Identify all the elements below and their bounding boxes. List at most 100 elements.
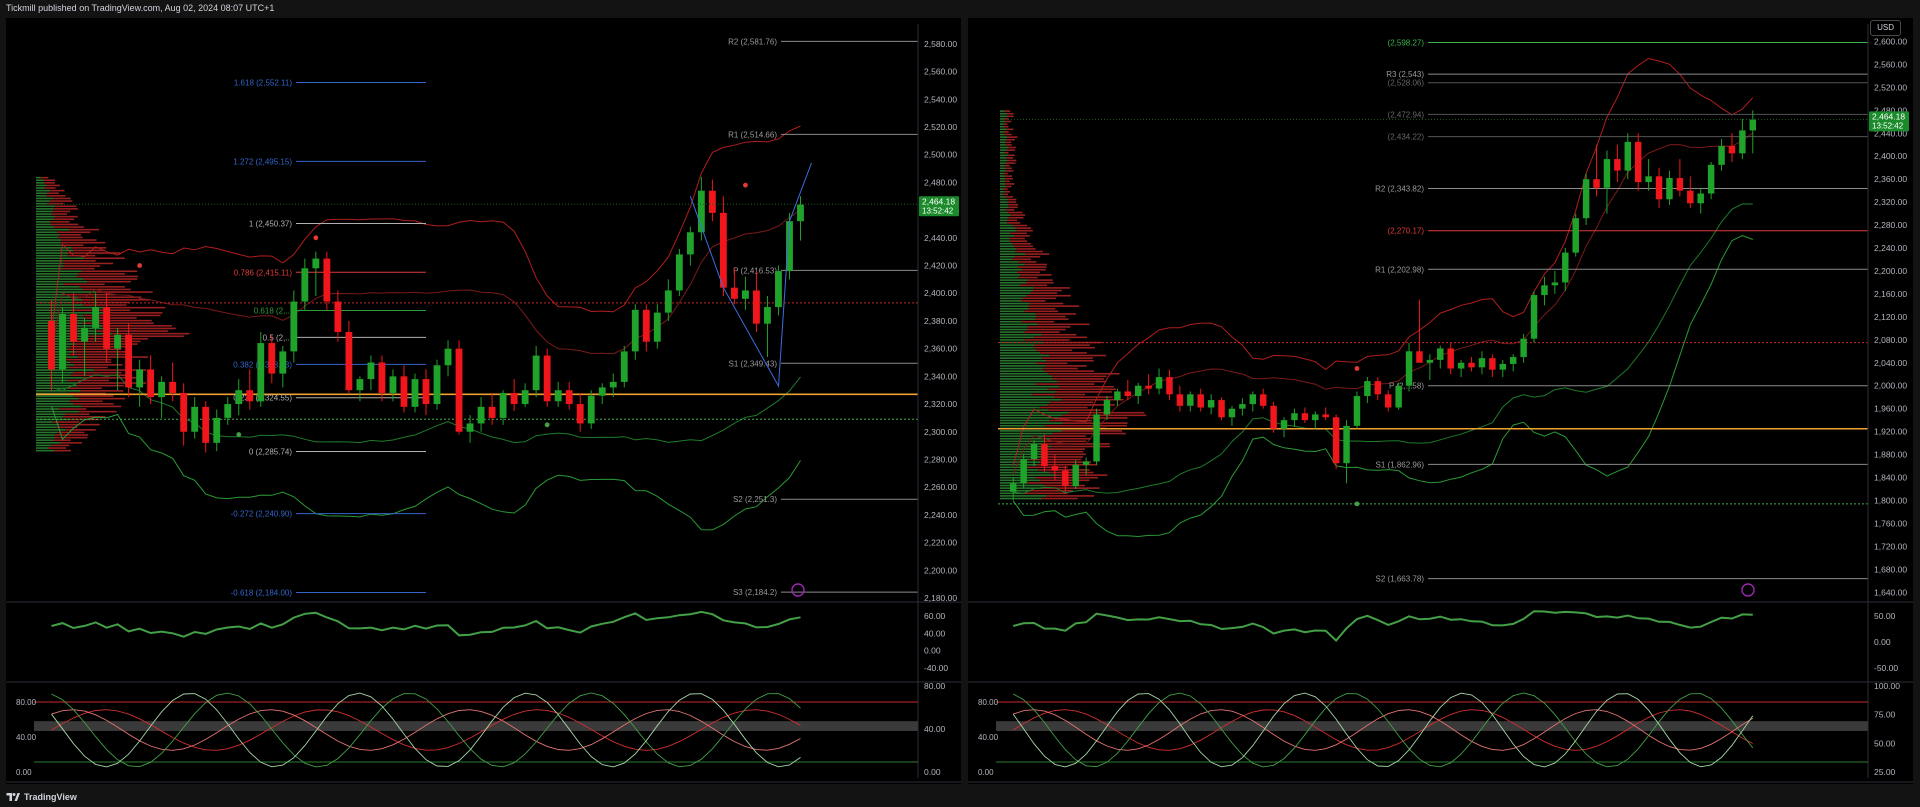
volume-profile-bar-down bbox=[1056, 474, 1108, 476]
volume-profile-bar-up bbox=[1000, 149, 1007, 151]
price-axis-tick: 2,040.00 bbox=[1874, 358, 1907, 368]
candle-bearish bbox=[1218, 400, 1225, 418]
volume-profile-bar-up bbox=[1000, 437, 1050, 440]
volume-profile-bar-up bbox=[36, 434, 55, 436]
volume-profile-bar-up bbox=[1000, 456, 1046, 458]
volume-profile-bar-down bbox=[1050, 401, 1094, 404]
price-axis-tick: 2,000.00 bbox=[1874, 381, 1907, 391]
candle-bullish bbox=[1572, 218, 1579, 253]
currency-badge[interactable]: USD bbox=[1870, 20, 1901, 36]
volume-profile-bar-down bbox=[61, 239, 97, 241]
volume-profile-bar-down bbox=[67, 254, 96, 257]
candle-bullish bbox=[1645, 176, 1652, 183]
volume-profile-bar-up bbox=[1000, 162, 1006, 164]
volume-profile-bar-down bbox=[1016, 229, 1033, 232]
volume-profile-bar-up bbox=[1000, 240, 1010, 242]
daily-chart-svg[interactable]: R2 (2,581.76) R1 (2,514.66) P (2,416.53) S1… bbox=[6, 18, 968, 797]
candle-bullish bbox=[631, 309, 639, 352]
price-axis-tick: 2,200.00 bbox=[924, 565, 957, 575]
volume-profile-bar-down bbox=[44, 187, 56, 189]
price-axis-tick: 1,680.00 bbox=[1874, 564, 1907, 574]
volume-profile-bar-down bbox=[1007, 154, 1015, 157]
volume-profile-bar-up bbox=[1000, 307, 1029, 310]
volume-profile-bar-down bbox=[1022, 268, 1046, 271]
volume-profile-bar-down bbox=[1036, 362, 1068, 365]
oscillator-axis-tick: 0.00 bbox=[924, 646, 941, 656]
candle-bullish bbox=[587, 395, 595, 424]
volume-profile-bar-down bbox=[51, 223, 79, 226]
candle-bearish bbox=[1197, 394, 1204, 408]
volume-profile-bar-down bbox=[78, 410, 117, 413]
volume-profile-bar-down bbox=[1051, 445, 1111, 448]
volume-profile-bar-down bbox=[1018, 261, 1037, 263]
candle-bullish bbox=[1030, 444, 1038, 460]
volume-profile-bar-down bbox=[53, 208, 78, 210]
volume-profile-bar-up bbox=[36, 403, 74, 405]
signal-dot bbox=[313, 235, 319, 241]
weekly-chart-panel[interactable]: (2,598.27) R3 (2,543) (2,528.06) (2,472.94)… bbox=[968, 18, 1918, 797]
volume-profile-bar-down bbox=[1007, 198, 1017, 201]
volume-profile-bar-down bbox=[1052, 432, 1126, 435]
upper-band-line bbox=[51, 125, 801, 333]
volume-profile-bar-up bbox=[36, 343, 76, 345]
volume-profile-bar-up bbox=[36, 260, 63, 262]
volume-profile-bar-down bbox=[49, 200, 73, 202]
volume-profile-bar-down bbox=[1061, 430, 1123, 432]
volume-profile-bar-down bbox=[1008, 206, 1018, 209]
candle-bullish bbox=[786, 221, 793, 272]
volume-profile-bar-down bbox=[54, 226, 84, 228]
volume-profile-bar-down bbox=[1005, 209, 1015, 211]
volume-profile-bar-up bbox=[1000, 292, 1031, 294]
candle-bullish bbox=[235, 390, 243, 405]
volume-profile-bar-up bbox=[1000, 326, 1028, 328]
volume-profile-bar-down bbox=[1036, 315, 1066, 318]
volume-profile-bar-down bbox=[1042, 367, 1078, 370]
candle-bullish bbox=[389, 376, 397, 393]
oscillator-axis-tick: -40.00 bbox=[924, 663, 948, 673]
weekly-chart-svg[interactable]: (2,598.27) R3 (2,543)(2,528.06) (2,472.94)… bbox=[968, 18, 1918, 797]
volume-profile-bar-down bbox=[1017, 266, 1047, 268]
volume-profile-bar-up bbox=[36, 195, 47, 197]
candle-bearish bbox=[125, 334, 133, 388]
candle-bearish bbox=[345, 332, 353, 391]
volume-profile-bar-up bbox=[1000, 287, 1034, 289]
volume-profile-bar-down bbox=[44, 179, 56, 182]
volume-profile-bar-down bbox=[55, 205, 77, 208]
price-axis-tick: 2,380.00 bbox=[924, 316, 957, 326]
price-axis-tick: 2,320.00 bbox=[924, 399, 957, 409]
volume-profile-bar-down bbox=[1015, 250, 1043, 253]
volume-profile-bar-up bbox=[36, 447, 48, 449]
volume-profile-bar-down bbox=[1037, 323, 1090, 326]
daily-chart-panel[interactable]: R2 (2,581.76) R1 (2,514.66) P (2,416.53) S1… bbox=[6, 18, 968, 797]
candle-bullish bbox=[1239, 404, 1246, 409]
volume-profile-bar-up bbox=[1000, 430, 1062, 432]
fib-level-label: -0.618 (2,184.00) bbox=[231, 588, 293, 597]
volume-profile-bar-down bbox=[1009, 237, 1025, 240]
candle-bearish bbox=[730, 287, 738, 299]
volume-profile-bar-down bbox=[59, 234, 81, 236]
oscillator-axis-tick: 40.00 bbox=[924, 724, 946, 734]
volume-profile-bar-down bbox=[1046, 359, 1094, 362]
stochastic-line bbox=[1012, 692, 1754, 768]
candle-bullish bbox=[1228, 408, 1236, 418]
candle-bearish bbox=[169, 381, 177, 393]
volume-profile-bar-up bbox=[36, 241, 61, 244]
volume-profile-bar-up bbox=[1000, 268, 1023, 271]
volume-profile-bar-down bbox=[1034, 318, 1069, 320]
candle-bearish bbox=[1447, 348, 1454, 369]
volume-profile-bar-up bbox=[36, 273, 79, 275]
volume-profile-bar-up bbox=[36, 239, 62, 241]
volume-profile-bar-up bbox=[1000, 362, 1037, 365]
volume-profile-bar-up bbox=[36, 254, 68, 257]
volume-profile-bar-up bbox=[1000, 144, 1006, 146]
tradingview-brand[interactable]: TradingView bbox=[6, 791, 77, 803]
volume-profile-bar-up bbox=[1000, 315, 1037, 318]
candle-bullish bbox=[1312, 414, 1319, 421]
volume-profile-bar-up bbox=[1000, 469, 1039, 471]
volume-profile-bar-up bbox=[1000, 274, 1021, 276]
candle-bullish bbox=[158, 381, 166, 398]
volume-profile-bar-down bbox=[1007, 115, 1014, 118]
candle-bearish bbox=[565, 390, 573, 405]
stochastic-line bbox=[51, 709, 801, 751]
volume-profile-bar-down bbox=[1004, 180, 1010, 183]
